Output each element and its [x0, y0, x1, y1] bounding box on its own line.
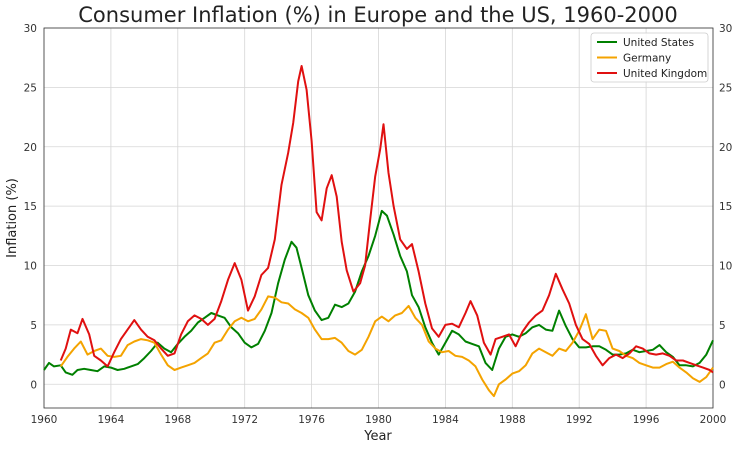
legend-label: United Kingdom — [623, 68, 707, 80]
y-axis-left-ticks: 0 5 10 15 20 25 30 — [24, 23, 37, 391]
legend: United States Germany United Kingdom — [590, 32, 709, 83]
chart-title: Consumer Inflation (%) in Europe and the… — [78, 3, 677, 27]
x-axis-title: Year — [363, 429, 392, 444]
y-tick-label-right: 15 — [719, 201, 732, 213]
plot-frame — [43, 27, 714, 409]
y-tick-label-right: 5 — [719, 320, 726, 332]
y-axis-right-ticks: 0 5 10 15 20 25 30 — [719, 23, 732, 391]
y-tick-label-left: 20 — [24, 142, 37, 154]
series-lines — [43, 65, 714, 398]
y-axis-title: Inflation (%) — [5, 178, 20, 258]
legend-label: United States — [623, 37, 694, 49]
legend-box — [590, 32, 709, 83]
y-tick-label-left: 30 — [24, 23, 37, 35]
y-tick-label-right: 10 — [719, 261, 732, 273]
x-tick-label: 1988 — [499, 414, 526, 426]
x-tick-label: 1992 — [566, 414, 593, 426]
series-line-germany — [59, 295, 714, 398]
x-tick-label: 1964 — [98, 414, 125, 426]
y-tick-label-right: 25 — [719, 82, 732, 94]
legend-label: Germany — [623, 53, 671, 65]
x-tick-label: 1980 — [365, 414, 392, 426]
x-tick-label: 1960 — [31, 414, 58, 426]
y-tick-label-left: 5 — [30, 320, 37, 332]
y-tick-label-right: 0 — [719, 379, 726, 391]
y-tick-label-left: 25 — [24, 82, 37, 94]
x-tick-label: 1968 — [164, 414, 191, 426]
y-tick-label-right: 20 — [719, 142, 732, 154]
x-axis-ticks: 1960 1964 1968 1972 1976 1980 1984 1988 1992 1996… — [31, 414, 727, 426]
grid-lines — [43, 27, 714, 408]
y-tick-label-left: 0 — [30, 379, 37, 391]
x-tick-label: 2000 — [700, 414, 727, 426]
x-tick-label: 1996 — [633, 414, 660, 426]
y-tick-label-right: 30 — [719, 23, 732, 35]
series-line-united-states — [43, 209, 714, 376]
series-line-united-kingdom — [59, 65, 714, 374]
x-tick-label: 1976 — [298, 414, 325, 426]
x-tick-label: 1972 — [231, 414, 258, 426]
x-tick-label: 1984 — [432, 414, 459, 426]
y-tick-label-left: 15 — [24, 201, 37, 213]
y-tick-label-left: 10 — [24, 261, 37, 273]
